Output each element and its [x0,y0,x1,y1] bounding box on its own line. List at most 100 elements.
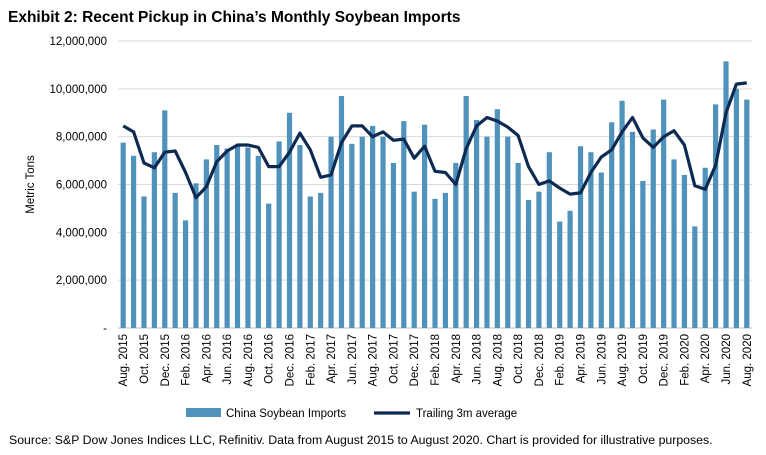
bar [307,196,313,328]
bar [286,112,293,328]
y-tick-label: 4,000,000 [56,227,107,239]
bar [432,198,438,328]
y-tick-label: 2,000,000 [56,275,107,287]
x-tick-label: Dec. 2017 [409,334,421,386]
x-tick-label: Feb. 2019 [555,334,567,386]
bar [505,136,511,328]
bar [473,119,480,328]
bar [640,180,646,328]
bar [422,124,428,328]
bar [494,109,500,328]
bar [401,121,407,328]
bar [588,152,594,328]
x-tick-label: Feb. 2016 [181,334,193,386]
bar [151,152,157,328]
bar [245,147,251,328]
bar [723,61,729,329]
y-tick-label: 12,000,000 [49,36,107,48]
x-tick-label: Aug. 2020 [742,334,754,386]
y-tick-label: - [103,323,107,335]
bar [214,145,220,328]
bar [234,145,241,328]
bar [390,162,397,328]
bar [515,162,521,328]
bar [598,172,604,328]
x-tick-label: Oct. 2018 [513,334,525,384]
bar [609,122,615,328]
x-tick-label: Aug. 2019 [617,334,629,386]
bar [733,88,740,328]
bar [661,99,667,329]
bar [318,192,324,328]
x-tick-label: Oct. 2019 [638,334,650,384]
bar [297,145,303,328]
source-note: Source: S&P Dow Jones Indices LLC, Refin… [9,433,713,447]
bar [141,196,147,328]
bar [744,99,750,329]
trailing-average-line [122,81,747,200]
bar [349,143,355,328]
bar [567,210,573,328]
x-tick-label: Apr. 2016 [201,334,213,383]
bar [681,174,688,328]
bar [411,191,417,328]
x-tick-label: Aug. 2017 [368,334,380,386]
x-tick-label: Apr. 2017 [326,334,338,383]
bar [380,136,386,328]
x-tick-label: Dec. 2015 [160,334,172,386]
bar [692,226,698,328]
x-tick-label: Dec. 2016 [284,334,296,386]
bar [619,100,625,329]
bar [224,148,230,328]
bar [671,159,677,328]
y-tick-label: 8,000,000 [56,132,107,144]
bar [463,96,469,328]
bar [370,125,376,328]
bar [629,131,636,328]
bar [338,96,345,328]
bar [442,192,448,328]
bar [328,136,334,328]
bar [193,183,199,328]
x-tick-label: Oct. 2016 [264,334,276,384]
bar [484,136,490,328]
bar [203,159,209,328]
x-tick-label: Oct. 2015 [139,334,151,384]
bar [536,191,542,328]
legend-label: China Soybean Imports [226,408,346,420]
legend-bar-swatch [186,408,221,417]
x-tick-label: Feb. 2018 [430,334,442,386]
bar [702,167,708,328]
bar [266,203,272,328]
x-tick-label: Jun. 2019 [596,334,608,385]
x-tick-label: Apr. 2018 [451,334,463,383]
bar [120,142,126,328]
x-tick-label: Jun. 2020 [721,334,733,385]
bar [713,104,719,328]
x-tick-label: Dec. 2018 [534,334,546,386]
x-tick-label: Jun. 2018 [472,334,484,385]
y-tick-label: 6,000,000 [56,180,107,192]
bar [650,129,656,328]
bar [172,192,178,328]
bar [525,200,532,328]
y-axis-label: Metric Tons [25,155,37,214]
x-tick-label: Feb. 2020 [679,334,691,386]
x-tick-label: Apr. 2020 [700,334,712,383]
bar [130,155,137,328]
x-tick-label: Dec. 2019 [659,334,671,386]
x-tick-label: Jun. 2016 [222,334,234,385]
chart-title: Exhibit 2: Recent Pickup in China’s Mont… [8,9,461,26]
x-tick-label: Oct. 2017 [388,334,400,384]
x-tick-label: Aug. 2016 [243,334,255,386]
x-tick-label: Feb. 2017 [305,334,317,386]
x-tick-label: Jun. 2017 [347,334,359,385]
bar [255,155,261,328]
x-tick-label: Apr. 2019 [576,334,588,383]
bar [276,141,282,328]
y-tick-label: 10,000,000 [49,84,107,96]
bar [546,152,552,328]
legend-label: Trailing 3m average [416,408,517,420]
bar [577,146,584,328]
